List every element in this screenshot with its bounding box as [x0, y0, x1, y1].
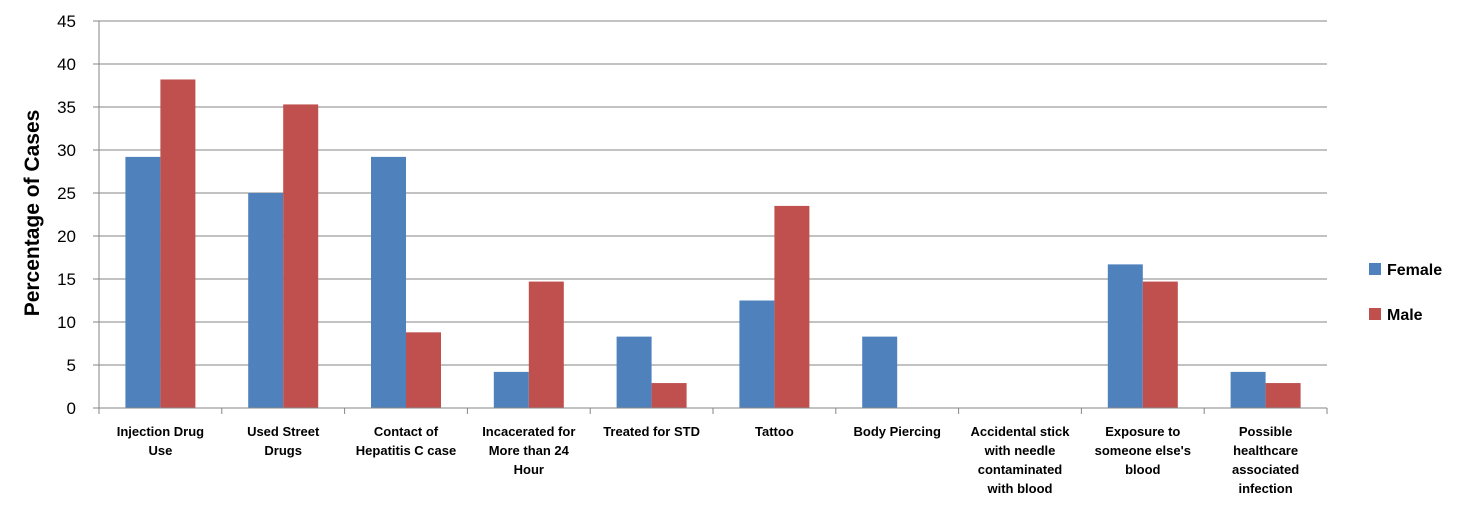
bar-male [283, 104, 319, 409]
x-tick-label: Body Piercing [853, 424, 940, 439]
bar-female [493, 371, 529, 408]
bar-male [774, 205, 810, 408]
y-tick-label: 15 [57, 270, 76, 289]
y-tick-label: 45 [57, 12, 76, 31]
y-tick-label: 0 [67, 399, 76, 418]
bar-male [1142, 281, 1178, 408]
legend-label-male: Male [1387, 307, 1423, 324]
x-tick-label: Tattoo [755, 424, 794, 439]
x-tick-label: Exposure to someone else's blood [1095, 424, 1191, 477]
bar-female [1230, 371, 1266, 408]
x-tick-label: Injection Drug Use [117, 424, 204, 458]
bar-female [1107, 264, 1143, 408]
bar-female [862, 336, 898, 408]
x-tick-label: Possible healthcare associated infection [1232, 424, 1299, 496]
x-tick-label: Used Street Drugs [247, 424, 320, 458]
x-axis-labels: Injection Drug Use Used Street Drugs Contact… [117, 424, 1300, 496]
y-axis-ticks: 0 5 10 15 20 25 30 35 40 45 [57, 12, 76, 418]
x-tick-label: Accidental stick with needle contaminated w… [971, 424, 1071, 496]
y-tick-label: 35 [57, 98, 76, 117]
bar-male [406, 332, 441, 408]
legend: Female Male [1369, 262, 1442, 324]
y-tick-label: 25 [57, 184, 76, 203]
bar-female [248, 193, 284, 408]
y-tick-label: 30 [57, 141, 76, 160]
y-axis-label: Percentage of Cases [21, 110, 44, 317]
x-tick-label: Contact of Hepatitis C case [356, 424, 456, 458]
bar-female [739, 300, 775, 408]
bar-female [125, 156, 161, 408]
x-tick-label: Incacerated for More than 24 Hour [482, 424, 575, 477]
x-tick-label: Treated for STD [603, 424, 700, 439]
bar-male [160, 79, 196, 408]
legend-label-female: Female [1387, 262, 1442, 279]
bar-male [1265, 383, 1301, 408]
bars [125, 79, 1301, 409]
bar-female [371, 156, 406, 408]
bar-male [651, 383, 687, 408]
y-tick-label: 5 [67, 356, 76, 375]
legend-swatch-female [1369, 263, 1381, 275]
y-tick-label: 10 [57, 313, 76, 332]
y-tick-label: 20 [57, 227, 76, 246]
legend-swatch-male [1369, 308, 1381, 320]
y-tick-label: 40 [57, 55, 76, 74]
axes [93, 20, 1328, 414]
bar-male [528, 281, 564, 408]
bar-female [616, 336, 652, 408]
